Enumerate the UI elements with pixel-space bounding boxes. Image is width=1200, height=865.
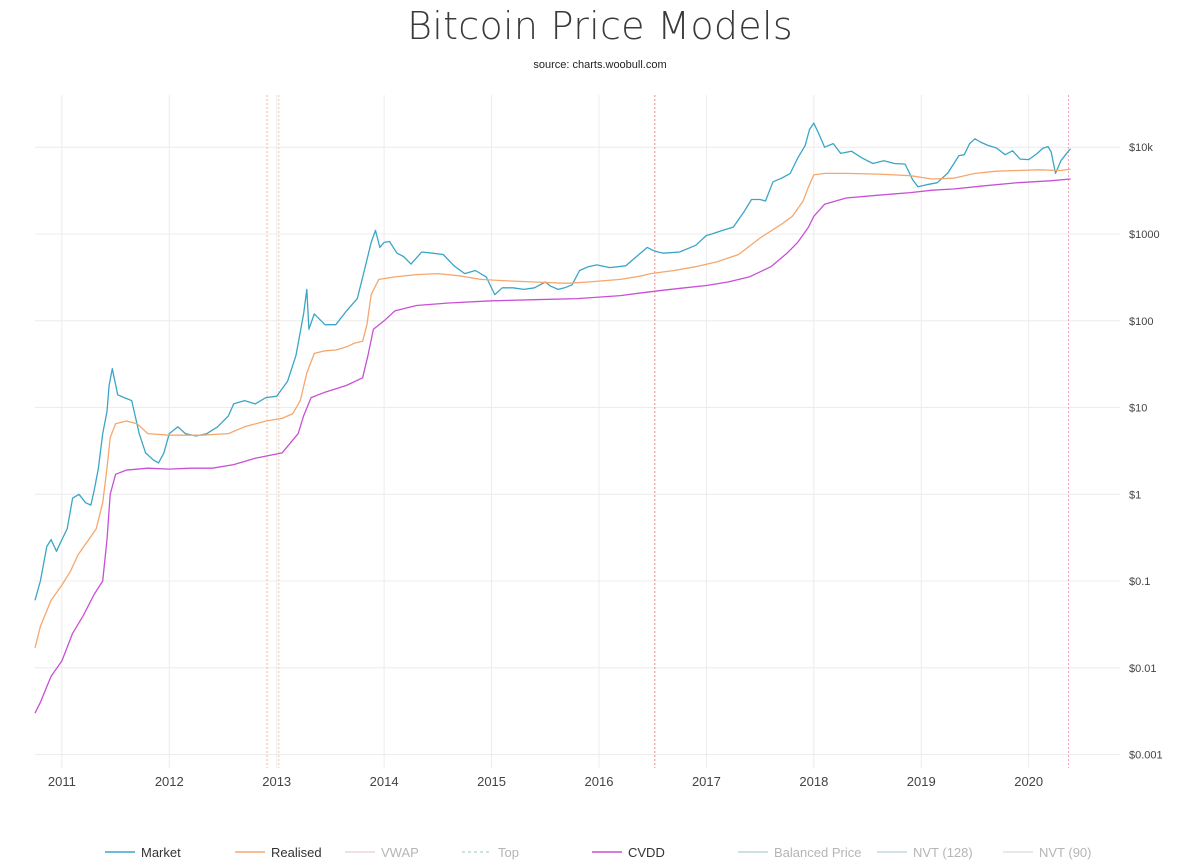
legend-label: CVDD	[628, 845, 665, 860]
legend-item-nvt-128-[interactable]: NVT (128)	[877, 845, 973, 860]
y-tick-label: $1000	[1129, 229, 1160, 241]
series-line-realised	[34, 168, 1071, 648]
y-tick-label: $0.01	[1129, 663, 1157, 675]
legend-label: Top	[498, 845, 519, 860]
x-tick-label: 2017	[692, 774, 721, 789]
y-tick-label: $10	[1129, 403, 1147, 415]
legend-item-balanced-price[interactable]: Balanced Price	[738, 845, 861, 860]
legend-item-cvdd[interactable]: CVDD	[592, 845, 665, 860]
x-tick-label: 2018	[799, 774, 828, 789]
y-tick-label: $10k	[1129, 142, 1153, 154]
legend-item-top[interactable]: Top	[462, 845, 519, 860]
legend-item-realised[interactable]: Realised	[235, 845, 322, 860]
y-tick-label: $100	[1129, 316, 1153, 328]
x-tick-label: 2015	[477, 774, 506, 789]
legend-label: Balanced Price	[774, 845, 861, 860]
grid	[35, 95, 1120, 768]
legend-label: NVT (128)	[913, 845, 973, 860]
chart-subtitle: source: charts.woobull.com	[533, 59, 667, 71]
x-tick-label: 2014	[370, 774, 399, 789]
x-tick-label: 2020	[1014, 774, 1043, 789]
y-tick-label: $0.001	[1129, 750, 1163, 762]
legend[interactable]: Market Realised VWAP Top CVDD Balanced Price N…	[105, 845, 1092, 860]
x-tick-label: 2013	[262, 774, 291, 789]
series-line-cvdd	[34, 178, 1071, 714]
y-tick-label: $1	[1129, 489, 1141, 501]
x-tick-label: 2019	[907, 774, 936, 789]
series-lines	[34, 122, 1072, 714]
chart-title: Bitcoin Price Models	[407, 4, 793, 48]
y-tick-label: $0.1	[1129, 576, 1150, 588]
halving-markers	[266, 95, 1069, 768]
axes: 2011 2012 2013 2014 2015 2016 2017 2018 2019 2020…	[48, 142, 1163, 789]
legend-label: Realised	[271, 845, 322, 860]
legend-label: NVT (90)	[1039, 845, 1092, 860]
legend-item-market[interactable]: Market	[105, 845, 181, 860]
x-tick-label: 2016	[585, 774, 614, 789]
legend-item-nvt-90-[interactable]: NVT (90)	[1003, 845, 1092, 860]
legend-label: VWAP	[381, 845, 419, 860]
series-line-market	[34, 122, 1072, 601]
legend-label: Market	[141, 845, 181, 860]
legend-item-vwap[interactable]: VWAP	[345, 845, 419, 860]
x-tick-label: 2011	[48, 774, 76, 789]
x-tick-label: 2012	[155, 774, 184, 789]
